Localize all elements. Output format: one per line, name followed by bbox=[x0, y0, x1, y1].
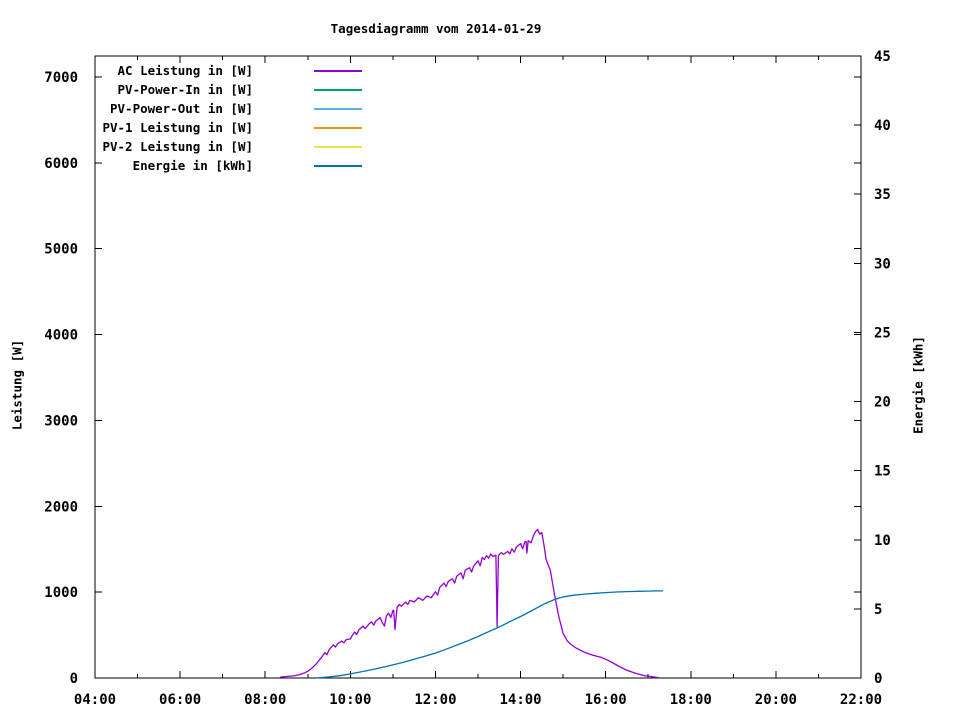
y-right-tick-label: 15 bbox=[874, 464, 891, 480]
x-tick-label: 22:00 bbox=[840, 692, 882, 708]
legend-label: PV-2 Leistung in [W] bbox=[102, 139, 253, 154]
y-right-tick-label: 10 bbox=[874, 533, 891, 549]
chart-title: Tagesdiagramm vom 2014-01-29 bbox=[330, 21, 542, 36]
y-right-tick-label: 5 bbox=[874, 602, 882, 618]
x-tick-label: 04:00 bbox=[74, 692, 116, 708]
y-right-tick-label: 40 bbox=[874, 118, 891, 134]
x-tick-label: 16:00 bbox=[585, 692, 627, 708]
y-left-tick-label: 4000 bbox=[44, 328, 78, 344]
y-left-tick-label: 7000 bbox=[44, 70, 78, 86]
y-left-tick-label: 2000 bbox=[44, 499, 78, 515]
x-tick-label: 06:00 bbox=[159, 692, 201, 708]
y-left-tick-label: 0 bbox=[70, 671, 78, 687]
y-right-tick-label: 0 bbox=[874, 671, 882, 687]
x-tick-label: 20:00 bbox=[755, 692, 797, 708]
y-right-tick-label: 35 bbox=[874, 187, 891, 203]
series-line-energie-in-kwh bbox=[316, 590, 664, 679]
legend-label: PV-Power-Out in [W] bbox=[110, 101, 253, 116]
y-left-tick-label: 5000 bbox=[44, 242, 78, 258]
y-left-tick-label: 6000 bbox=[44, 156, 78, 172]
x-tick-label: 12:00 bbox=[414, 692, 456, 708]
y-right-tick-label: 25 bbox=[874, 325, 891, 341]
legend-label: PV-1 Leistung in [W] bbox=[102, 120, 253, 135]
y-left-tick-label: 3000 bbox=[44, 413, 78, 429]
x-tick-label: 14:00 bbox=[499, 692, 541, 708]
x-tick-label: 18:00 bbox=[670, 692, 712, 708]
x-tick-label: 08:00 bbox=[244, 692, 286, 708]
legend-label: Energie in [kWh] bbox=[133, 158, 253, 173]
x-tick-label: 10:00 bbox=[329, 692, 371, 708]
y-right-tick-label: 20 bbox=[874, 395, 891, 411]
legend-label: PV-Power-In in [W] bbox=[118, 82, 253, 97]
series-line-ac-leistung-in-w bbox=[280, 528, 659, 679]
y-right-tick-label: 30 bbox=[874, 256, 891, 272]
legend-label: AC Leistung in [W] bbox=[118, 63, 253, 78]
y-left-tick-label: 1000 bbox=[44, 585, 78, 601]
y-right-tick-label: 45 bbox=[874, 49, 891, 65]
